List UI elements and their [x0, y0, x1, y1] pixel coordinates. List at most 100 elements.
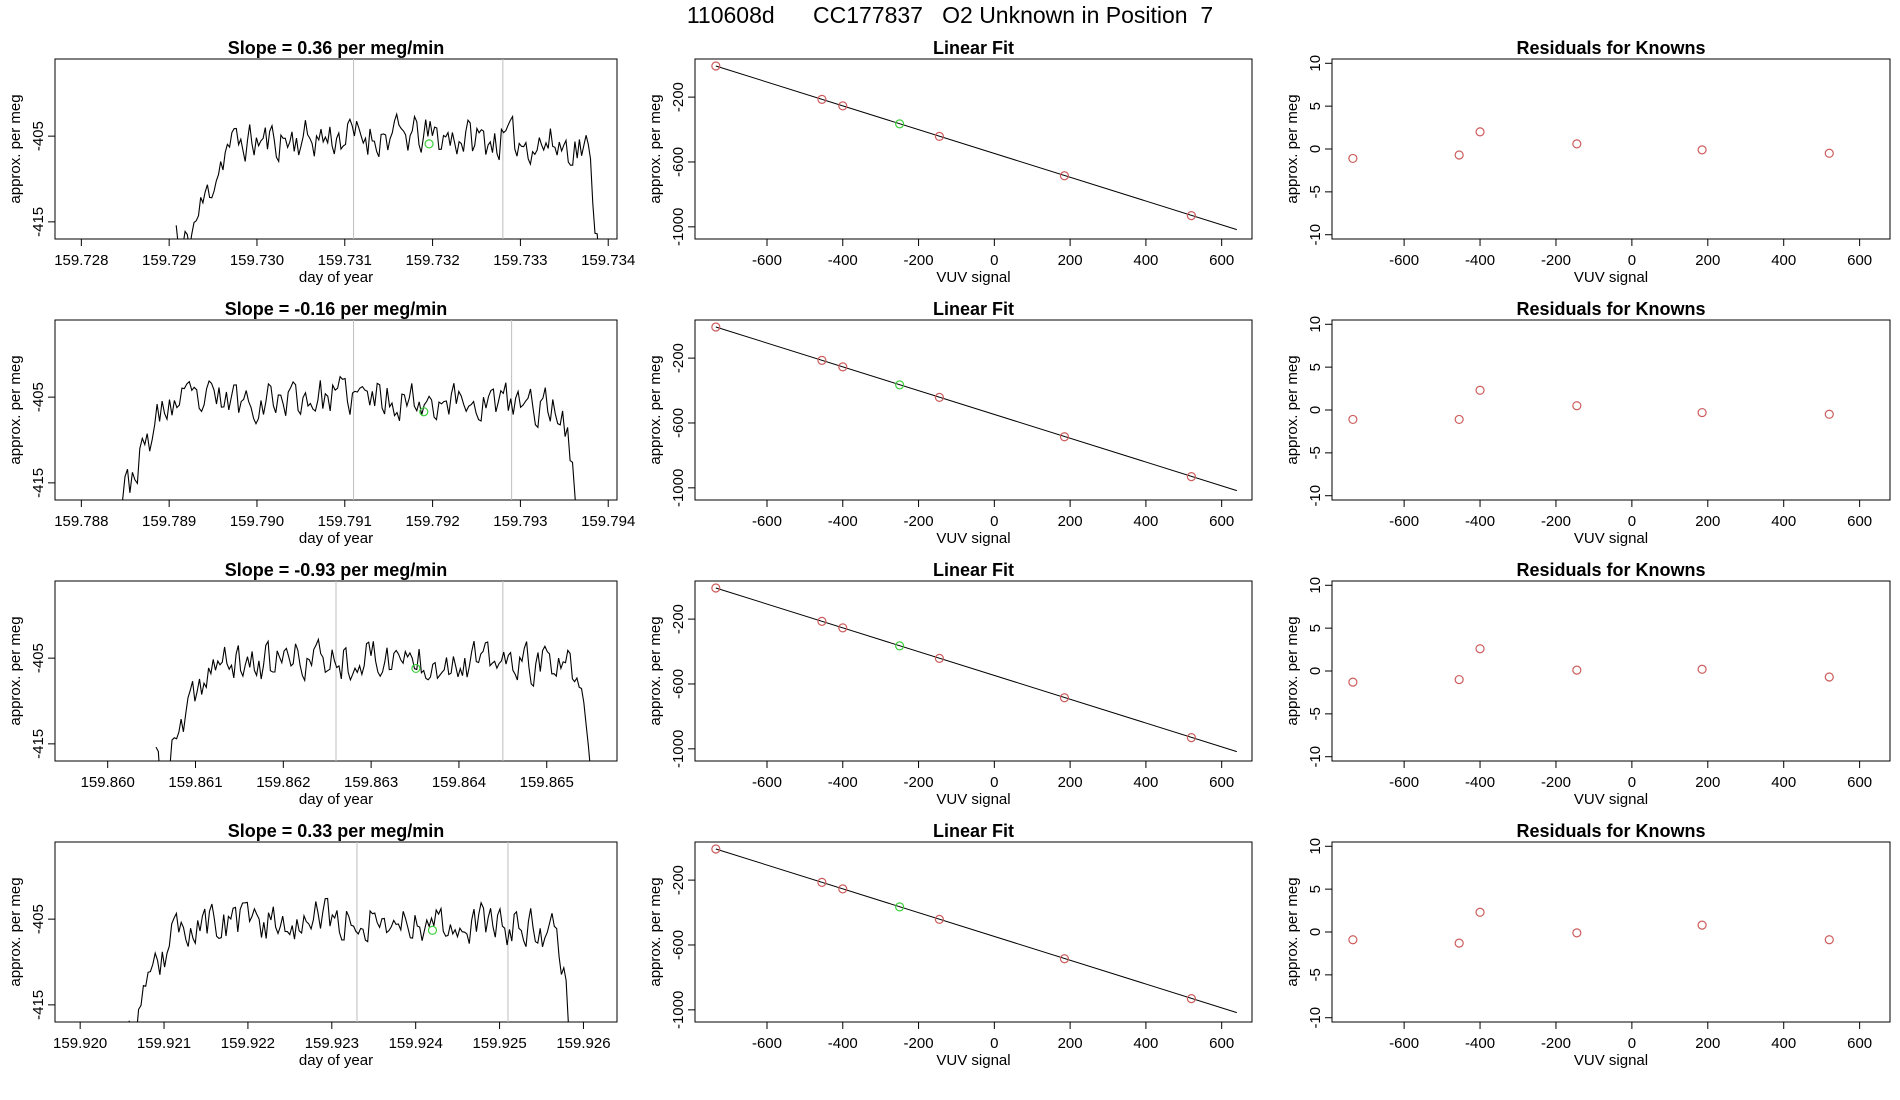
row2-timeseries-x-axis-label: day of year — [299, 530, 373, 547]
row2-residuals-y-tick-label: -5 — [1307, 446, 1324, 459]
row2-residuals-x-tick-label: -400 — [1465, 513, 1495, 530]
row1-linear-fit-x-tick-label: -400 — [828, 252, 858, 269]
row4-residuals-y-tick-label: 0 — [1307, 928, 1324, 936]
linear-fit-known-point — [711, 844, 721, 854]
row4-timeseries-x-tick-label: 159.923 — [305, 1035, 359, 1052]
row1-residuals-y-tick-label: 0 — [1307, 145, 1324, 153]
linear-fit-known-point — [711, 583, 721, 593]
row4-linear-fit-y-tick-label: -600 — [670, 930, 687, 960]
row4-residuals-title: Residuals for Knowns — [1516, 821, 1705, 841]
row3-timeseries-x-axis-label: day of year — [299, 791, 373, 808]
row4-timeseries-title: Slope = 0.33 per meg/min — [228, 821, 445, 841]
row2-timeseries-x-tick-label: 159.794 — [581, 513, 635, 530]
timeseries-unknown-marker — [427, 925, 438, 935]
row3-residuals-title: Residuals for Knowns — [1516, 560, 1705, 580]
row2-linear-fit-x-tick-label: -200 — [904, 513, 934, 530]
row4-residuals-y-tick-label: -10 — [1307, 1007, 1324, 1029]
row3-linear-fit-plot-frame — [694, 580, 1253, 762]
row4-residuals-x-tick-label: -200 — [1541, 1035, 1571, 1052]
linear-fit-known-point — [817, 355, 827, 365]
row2-residuals-plot-frame — [1331, 319, 1891, 501]
row2-timeseries-y-tick-label: -415 — [30, 468, 47, 498]
linear-fit-known-point — [934, 131, 944, 141]
residual-point — [1454, 674, 1464, 685]
row1-residuals-y-tick-label: 10 — [1307, 55, 1324, 72]
row1-timeseries-y-tick-label: -405 — [30, 121, 47, 151]
row4-residuals-x-tick-label: 600 — [1847, 1035, 1872, 1052]
row1-linear-fit-y-tick-label: -600 — [670, 147, 687, 177]
linear-fit-known-point — [1186, 472, 1196, 482]
row2-linear-fit-x-tick-label: 400 — [1133, 513, 1158, 530]
row4-linear-fit-x-tick-label: -600 — [752, 1035, 782, 1052]
row3-timeseries-x-tick-label: 159.862 — [256, 774, 310, 791]
timeseries-unknown-marker — [424, 139, 434, 149]
row2-linear-fit-plot-frame — [694, 319, 1253, 501]
row4-linear-fit-title: Linear Fit — [933, 821, 1014, 841]
row3-residuals-y-tick-label: -10 — [1307, 746, 1324, 768]
row2-residuals-x-axis-label: VUV signal — [1574, 530, 1648, 547]
row2-linear-fit-x-tick-label: 0 — [990, 513, 998, 530]
row2-timeseries-x-tick-label: 159.789 — [142, 513, 196, 530]
linear-fit-known-point — [1186, 733, 1196, 743]
linear-fit-known-point — [1059, 693, 1070, 703]
row3-timeseries-y-tick-label: -405 — [30, 643, 47, 673]
row1-timeseries-x-tick-label: 159.728 — [54, 252, 108, 269]
row1-residuals-y-tick-label: 5 — [1307, 102, 1324, 110]
linear-fit-known-point — [838, 623, 848, 633]
row1-timeseries-x-axis-label: day of year — [299, 269, 373, 286]
row1-timeseries-y-tick-label: -415 — [30, 207, 47, 237]
row3-residuals-x-tick-label: -200 — [1541, 774, 1571, 791]
row2-linear-fit-x-axis-label: VUV signal — [936, 530, 1010, 547]
row3-linear-fit-x-tick-label: -400 — [828, 774, 858, 791]
linear-fit-known-point — [817, 616, 827, 626]
row2-linear-fit-title: Linear Fit — [933, 299, 1014, 319]
row4-linear-fit-x-tick-label: -400 — [828, 1035, 858, 1052]
row3-timeseries-y-tick-label: -415 — [30, 729, 47, 759]
row1-linear-fit-x-tick-label: 600 — [1209, 252, 1234, 269]
row2-linear-fit-y-tick-label: -1000 — [670, 469, 687, 507]
row3-linear-fit-y-tick-label: -200 — [670, 604, 687, 634]
figure-title: 110608d CC177837 O2 Unknown in Position … — [686, 2, 1214, 28]
row2-timeseries-x-tick-label: 159.792 — [405, 513, 459, 530]
timeseries-series-line — [175, 112, 599, 239]
row4-linear-fit-y-axis-label: approx. per meg — [647, 877, 664, 986]
row4-timeseries-y-tick-label: -405 — [30, 904, 47, 934]
row1-linear-fit-title: Linear Fit — [933, 38, 1014, 58]
linear-fit-known-point — [1186, 994, 1196, 1004]
row4-timeseries-x-tick-label: 159.924 — [389, 1035, 443, 1052]
residual-point — [1475, 127, 1485, 137]
row1-linear-fit-x-tick-label: 0 — [990, 252, 998, 269]
timeseries-series-line — [122, 375, 576, 500]
row4-residuals-x-tick-label: -400 — [1465, 1035, 1495, 1052]
linear-fit-known-point — [934, 914, 944, 924]
row1-residuals-title: Residuals for Knowns — [1516, 38, 1705, 58]
row1-residuals-x-tick-label: 400 — [1771, 252, 1796, 269]
row4-linear-fit-x-axis-label: VUV signal — [936, 1052, 1010, 1069]
row4-linear-fit-x-tick-label: 600 — [1209, 1035, 1234, 1052]
row4-linear-fit-x-tick-label: 400 — [1133, 1035, 1158, 1052]
row4-timeseries-x-axis-label: day of year — [299, 1052, 373, 1069]
row3-residuals-x-tick-label: 600 — [1847, 774, 1872, 791]
row4-residuals-y-tick-label: 10 — [1307, 838, 1324, 855]
linear-fit-known-point — [711, 322, 721, 332]
row4-residuals-x-tick-label: -600 — [1389, 1035, 1419, 1052]
row4-timeseries-x-tick-label: 159.922 — [221, 1035, 275, 1052]
row1-linear-fit-x-tick-label: 400 — [1133, 252, 1158, 269]
residual-point — [1454, 150, 1464, 160]
row3-timeseries-x-tick-label: 159.860 — [81, 774, 135, 791]
linear-fit-known-point — [838, 101, 848, 111]
row2-linear-fit-x-tick-label: 200 — [1058, 513, 1083, 530]
residual-point — [1824, 935, 1834, 945]
row4-residuals-plot-frame — [1331, 841, 1891, 1023]
row2-residuals-y-tick-label: -10 — [1307, 485, 1324, 507]
row2-residuals-x-tick-label: 600 — [1847, 513, 1872, 530]
linear-fit-unknown-point — [895, 380, 905, 390]
row4-residuals-x-tick-label: 200 — [1695, 1035, 1720, 1052]
row2-timeseries-x-tick-label: 159.791 — [318, 513, 372, 530]
row2-linear-fit-x-tick-label: -600 — [752, 513, 782, 530]
row1-timeseries-x-tick-label: 159.730 — [230, 252, 284, 269]
residual-point — [1572, 139, 1582, 149]
row3-residuals-y-tick-label: 5 — [1307, 624, 1324, 632]
row1-timeseries-x-tick-label: 159.734 — [581, 252, 635, 269]
residual-point — [1697, 407, 1707, 418]
